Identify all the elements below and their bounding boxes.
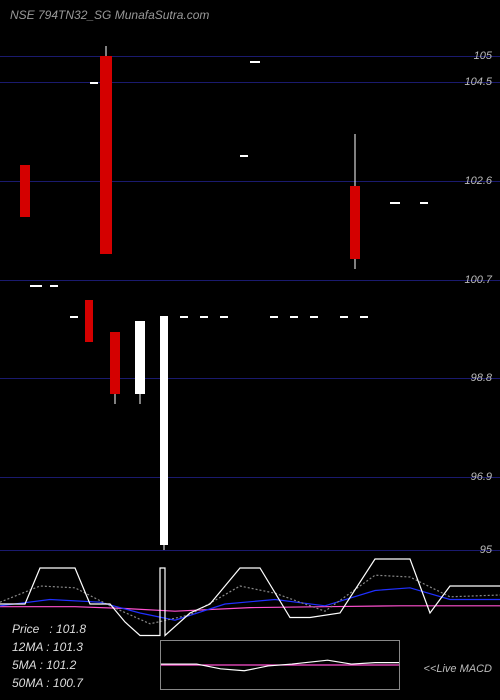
gridline (0, 82, 500, 83)
y-axis-label: 104.5 (464, 76, 492, 88)
macd-label: <<Live MACD (424, 663, 492, 675)
candle (85, 30, 93, 550)
price-tick (90, 82, 98, 84)
price-chart: 105104.5102.6100.798.896.995 (0, 30, 500, 550)
ma5-row: 5MA : 101.2 (12, 656, 86, 674)
y-axis-label: 102.6 (464, 175, 492, 187)
candle (350, 30, 360, 550)
chart-title: NSE 794TN32_SG MunafaSutra.com (10, 8, 209, 22)
gridline (0, 280, 500, 281)
candle (110, 30, 120, 550)
y-axis-label: 100.7 (464, 274, 492, 286)
price-tick (70, 316, 78, 318)
price-tick (220, 316, 228, 318)
price-info-box: Price : 101.8 12MA : 101.3 5MA : 101.2 5… (0, 612, 98, 700)
price-tick (30, 285, 42, 287)
candle (20, 30, 30, 550)
ma12-row: 12MA : 101.3 (12, 638, 86, 656)
price-tick (180, 316, 188, 318)
gridline (0, 56, 500, 57)
price-tick (200, 316, 208, 318)
price-row: Price : 101.8 (12, 620, 86, 638)
candle (160, 30, 168, 550)
y-axis-label: 98.8 (471, 372, 492, 384)
price-tick (310, 316, 318, 318)
gridline (0, 181, 500, 182)
price-tick (240, 155, 248, 157)
gridline (0, 477, 500, 478)
candle (135, 30, 145, 550)
ma50-row: 50MA : 100.7 (12, 674, 86, 692)
price-tick (420, 202, 428, 204)
price-tick (270, 316, 278, 318)
gridline (0, 378, 500, 379)
price-tick (290, 316, 298, 318)
price-tick (50, 285, 58, 287)
price-tick (390, 202, 400, 204)
y-axis-label: 105 (474, 50, 492, 62)
price-tick (360, 316, 368, 318)
y-axis-label: 96.9 (471, 471, 492, 483)
macd-inset (160, 640, 400, 690)
price-tick (250, 61, 260, 63)
price-tick (340, 316, 348, 318)
